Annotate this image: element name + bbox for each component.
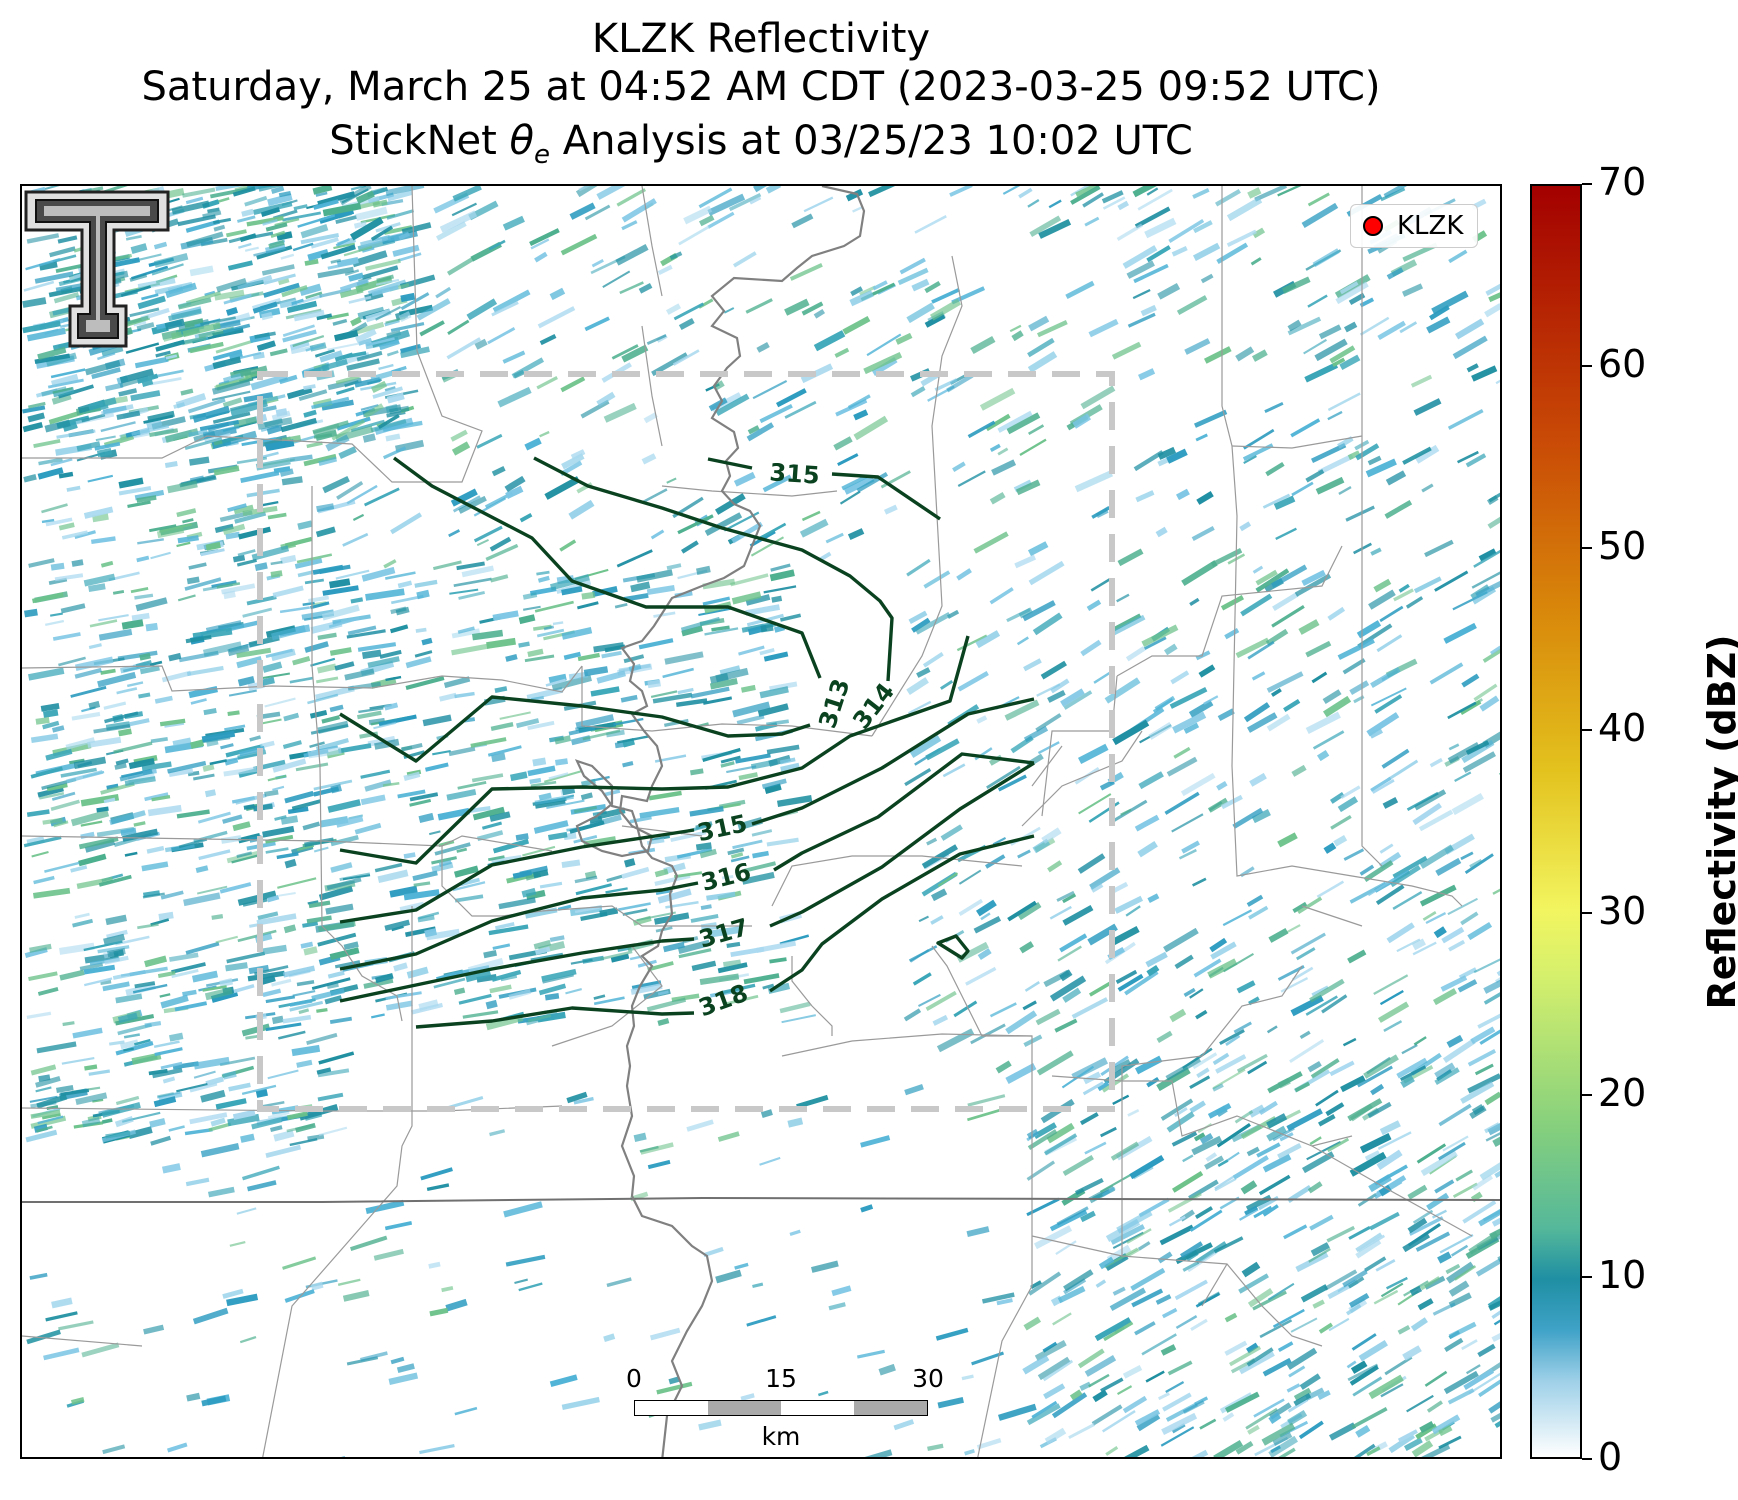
map-legend: KLZK [1350,204,1479,248]
colorbar-tick-mark [1582,729,1592,732]
contour-label-316: 316 [698,858,753,897]
legend-label-radar: KLZK [1397,211,1464,241]
colorbar-tick-label: 60 [1598,342,1647,387]
contour-label-315-north: 315 [769,458,821,489]
colorbar-tick-mark [1582,1093,1592,1096]
colorbar-tick-label: 0 [1598,1435,1623,1479]
map-subtitle-analysis: StickNet θe Analysis at 03/25/23 10:02 U… [329,118,1193,170]
contour-label-313: 313 [813,675,855,731]
colorbar-tick-mark [1582,547,1592,550]
contour-label-318: 318 [695,979,752,1022]
map-subtitle-time: Saturday, March 25 at 04:52 AM CDT (2023… [141,64,1381,110]
scale-unit-label: km [761,1422,801,1451]
contour-label-315: 315 [695,809,750,847]
scale-bar-segments [634,1400,928,1416]
contour-label-314: 314 [847,678,900,735]
texas-tech-double-t-logo [24,190,170,348]
colorbar-tick-mark [1582,1458,1592,1460]
radar-map-panel[interactable]: 313 314 315 315 316 317 318 KLZK 0 15 30… [20,184,1502,1459]
colorbar-tick-label: 30 [1598,888,1647,933]
colorbar [1530,184,1582,1459]
colorbar-tick-label: 70 [1598,160,1647,204]
colorbar-tick-label: 40 [1598,706,1647,751]
theta-e-contours [339,456,1035,1029]
colorbar-tick-label: 10 [1598,1252,1647,1297]
colorbar-tick-mark [1582,365,1592,368]
scale-label-30: 30 [912,1364,944,1393]
reflectivity-returns [22,186,1500,1457]
scale-bar: 0 15 30 km [612,1364,944,1451]
colorbar-tick-mark [1582,911,1592,914]
scale-label-15: 15 [765,1364,797,1393]
map-canvas: 313 314 315 315 316 317 318 [22,186,1500,1457]
scale-label-0: 0 [626,1364,642,1393]
radar-site-marker [1363,216,1383,236]
colorbar-tick-label: 20 [1598,1070,1647,1115]
county-boundaries [22,186,1473,1457]
colorbar-tick-mark [1582,1275,1592,1278]
colorbar-label: Reflectivity (dBZ) [1700,634,1738,1010]
map-title: KLZK Reflectivity [591,16,931,62]
colorbar-tick-mark [1582,183,1592,185]
colorbar-tick-label: 50 [1598,524,1647,569]
state-boundary-line [22,1196,1500,1203]
